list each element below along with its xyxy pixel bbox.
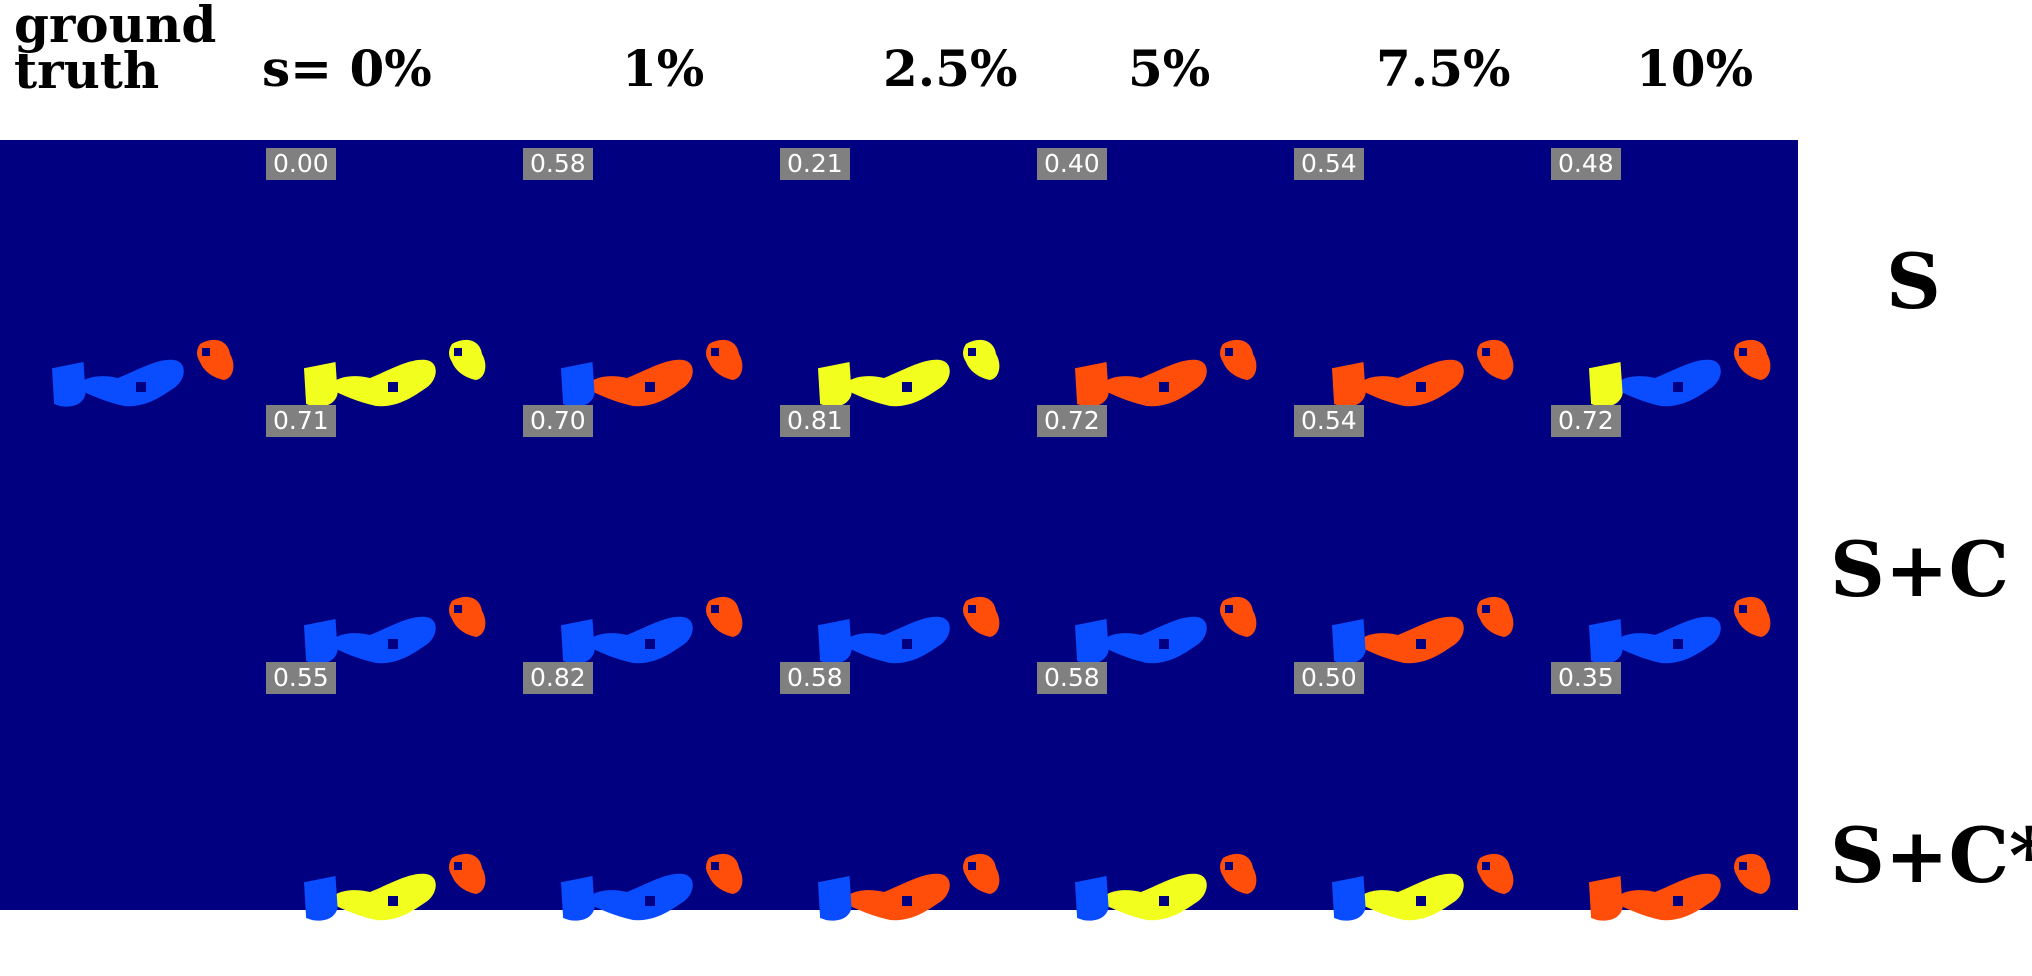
column-header-2: 2.5% [883,39,1018,98]
score-badge: 0.72 [1037,405,1107,437]
segment-r0-c2-left-chunk [818,362,852,407]
segment-r0-c5-right-blob [1734,339,1771,380]
segment-r0-c4-left-chunk [1332,362,1366,407]
segment-r2-c3-left-chunk [1075,876,1109,921]
score-badge: 0.50 [1294,662,1364,694]
column-header-1: 1% [622,39,705,98]
score-badge: 0.40 [1037,148,1107,180]
segment-r2-c1-left-chunk [561,876,595,921]
segment-r1-c5-crescent [1613,616,1721,664]
score-badge: 0.58 [523,148,593,180]
segment-r0-c3-right-blob [1220,339,1257,380]
segment-r1-c1-left-chunk [561,619,595,664]
segment-r0-c4-right-blob [1477,339,1514,380]
segment-r1-c3-left-chunk [1075,619,1109,664]
segment-r2-c4-crescent [1356,873,1464,921]
segment-r0-c4-crescent [1356,359,1464,407]
score-badge: 0.54 [1294,405,1364,437]
segment-ground-truth-crescent [76,359,184,407]
segment-r1-c2-crescent [842,616,950,664]
segment-r0-c1-crescent [585,359,693,407]
score-badge: 0.72 [1551,405,1621,437]
segment-r0-c2-right-blob [963,339,1000,380]
segment-r1-c4-left-chunk [1332,619,1366,664]
score-badge: 0.48 [1551,148,1621,180]
score-badge: 0.54 [1294,148,1364,180]
segment-r2-c3-right-blob [1220,853,1257,894]
segment-r0-c3-left-chunk [1075,362,1109,407]
segment-r1-c0-right-blob [449,596,486,637]
segment-r0-c1-right-blob [706,339,743,380]
segment-r2-c4-left-chunk [1332,876,1366,921]
segment-ground-truth-left-chunk [52,362,86,407]
segment-r2-c5-right-blob [1734,853,1771,894]
score-badge: 0.58 [780,662,850,694]
score-badge: 0.70 [523,405,593,437]
column-header-0: s= 0% [262,39,432,98]
segment-r2-c2-right-blob [963,853,1000,894]
column-header-3: 5% [1128,39,1211,98]
segment-r1-c2-left-chunk [818,619,852,664]
segment-r2-c1-crescent [585,873,693,921]
segment-r2-c3-crescent [1099,873,1207,921]
row-label-s: S [1886,237,1941,326]
segmentation-panel: 0.00 0.58 0.21 0.40 0.54 0.48 0.71 0.70 0.81 0.72… [0,140,1798,921]
segment-r0-c0-crescent [328,359,436,407]
segment-r1-c5-left-chunk [1589,619,1623,664]
score-badge: 0.81 [780,405,850,437]
segment-r2-c1-right-blob [706,853,743,894]
segment-r1-c0-left-chunk [304,619,338,664]
segment-r1-c3-crescent [1099,616,1207,664]
score-badge: 0.21 [780,148,850,180]
segment-r1-c4-right-blob [1477,596,1514,637]
score-badge: 0.58 [1037,662,1107,694]
segment-r0-c2-crescent [842,359,950,407]
score-badge: 0.71 [266,405,336,437]
segment-ground-truth-right-blob [197,339,234,380]
segment-r1-c5-right-blob [1734,596,1771,637]
segment-r2-c0-left-chunk [304,876,338,921]
ground-truth-header: ground truth [14,0,217,100]
segment-r1-c2-right-blob [963,596,1000,637]
segment-r1-c3-right-blob [1220,596,1257,637]
segment-r2-c2-left-chunk [818,876,852,921]
score-badge: 0.00 [266,148,336,180]
row-label-s-c-star: S+C* [1830,811,2032,900]
segment-r2-c5-left-chunk [1589,876,1623,921]
segment-r0-c0-right-blob [449,339,486,380]
segment-r1-c1-crescent [585,616,693,664]
segment-r2-c0-right-blob [449,853,486,894]
segment-r1-c4-crescent [1356,616,1464,664]
segment-r2-c0-crescent [328,873,436,921]
score-badge: 0.55 [266,662,336,694]
segment-r0-c5-left-chunk [1589,362,1623,407]
segment-r0-c0-left-chunk [304,362,338,407]
segment-r2-c5-crescent [1613,873,1721,921]
score-badge: 0.35 [1551,662,1621,694]
segment-r2-c2-crescent [842,873,950,921]
row-label-s-c: S+C [1830,525,2010,614]
segment-r1-c1-right-blob [706,596,743,637]
column-header-5: 10% [1636,39,1754,98]
score-badge: 0.82 [523,662,593,694]
segment-r0-c5-crescent [1613,359,1721,407]
segment-r0-c3-crescent [1099,359,1207,407]
segment-r1-c0-crescent [328,616,436,664]
segment-r0-c1-left-chunk [561,362,595,407]
column-header-4: 7.5% [1376,39,1511,98]
segment-r2-c4-right-blob [1477,853,1514,894]
